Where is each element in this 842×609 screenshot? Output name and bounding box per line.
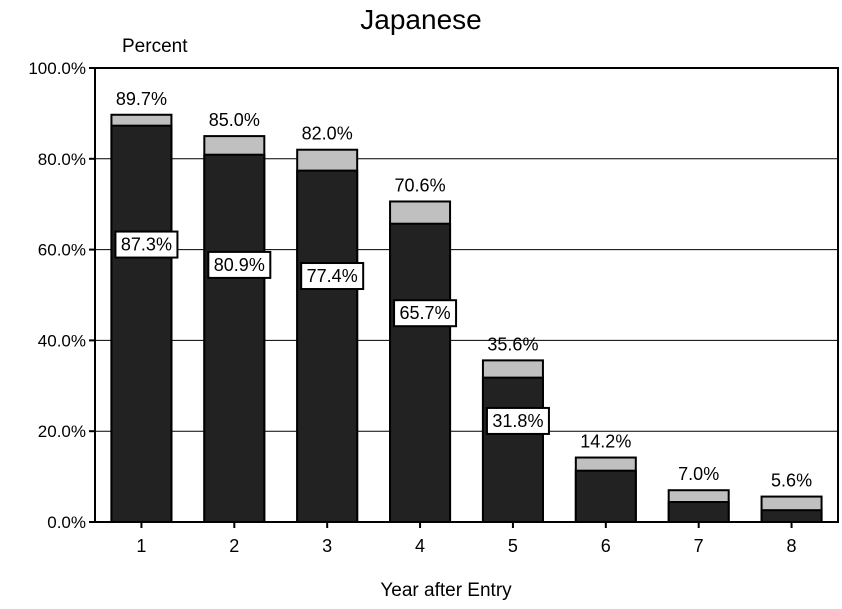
chart-title: Japanese xyxy=(360,4,482,35)
y-tick-label: 100.0% xyxy=(28,59,86,78)
bar-primary xyxy=(481,376,544,523)
bar-primary xyxy=(203,153,266,524)
bar-primary xyxy=(574,469,637,523)
bar-primary-label: 77.4% xyxy=(307,266,358,286)
bar-total-label: 35.6% xyxy=(487,334,538,354)
bar-primary xyxy=(389,222,452,524)
x-tick-label: 2 xyxy=(229,536,239,556)
x-tick-label: 5 xyxy=(508,536,518,556)
bar-primary-label-box xyxy=(114,230,179,259)
x-tick-label: 3 xyxy=(322,536,332,556)
bar-primary xyxy=(760,509,823,524)
plot-area-frame xyxy=(94,67,839,523)
x-tick-label: 6 xyxy=(601,536,611,556)
bar-total-label: 70.6% xyxy=(395,175,446,195)
y-tick-label: 40.0% xyxy=(38,331,86,350)
bar-primary-label-box xyxy=(485,406,550,435)
bar-primary-label-box xyxy=(300,262,365,291)
x-tick-label: 4 xyxy=(415,536,425,556)
x-tick-label: 1 xyxy=(136,536,146,556)
y-tick-label: 0.0% xyxy=(47,513,86,532)
bar-primary-label: 31.8% xyxy=(492,411,543,431)
bar-primary-label: 80.9% xyxy=(214,255,265,275)
bar-primary-label: 87.3% xyxy=(121,235,172,255)
y-tick-label: 20.0% xyxy=(38,422,86,441)
bar-total-label: 7.0% xyxy=(678,464,719,484)
x-tick-label: 7 xyxy=(694,536,704,556)
x-tick-label: 8 xyxy=(787,536,797,556)
bar-primary xyxy=(110,124,173,524)
bar-total-label: 14.2% xyxy=(580,432,631,452)
bar-primary xyxy=(667,501,730,523)
bar-primary-label-box xyxy=(207,250,272,279)
y-tick-label: 80.0% xyxy=(38,150,86,169)
x-axis-label: Year after Entry xyxy=(380,580,512,601)
bar-primary-label-box xyxy=(393,299,458,328)
bar-total-label: 89.7% xyxy=(116,89,167,109)
bar-primary xyxy=(296,169,359,523)
bar-total-label: 85.0% xyxy=(209,110,260,130)
y-axis-label: Percent xyxy=(122,36,188,57)
y-tick-label: 60.0% xyxy=(38,241,86,260)
bar-total-label: 5.6% xyxy=(771,471,812,491)
bar-primary-label: 65.7% xyxy=(400,303,451,323)
bar-total-label: 82.0% xyxy=(302,124,353,144)
